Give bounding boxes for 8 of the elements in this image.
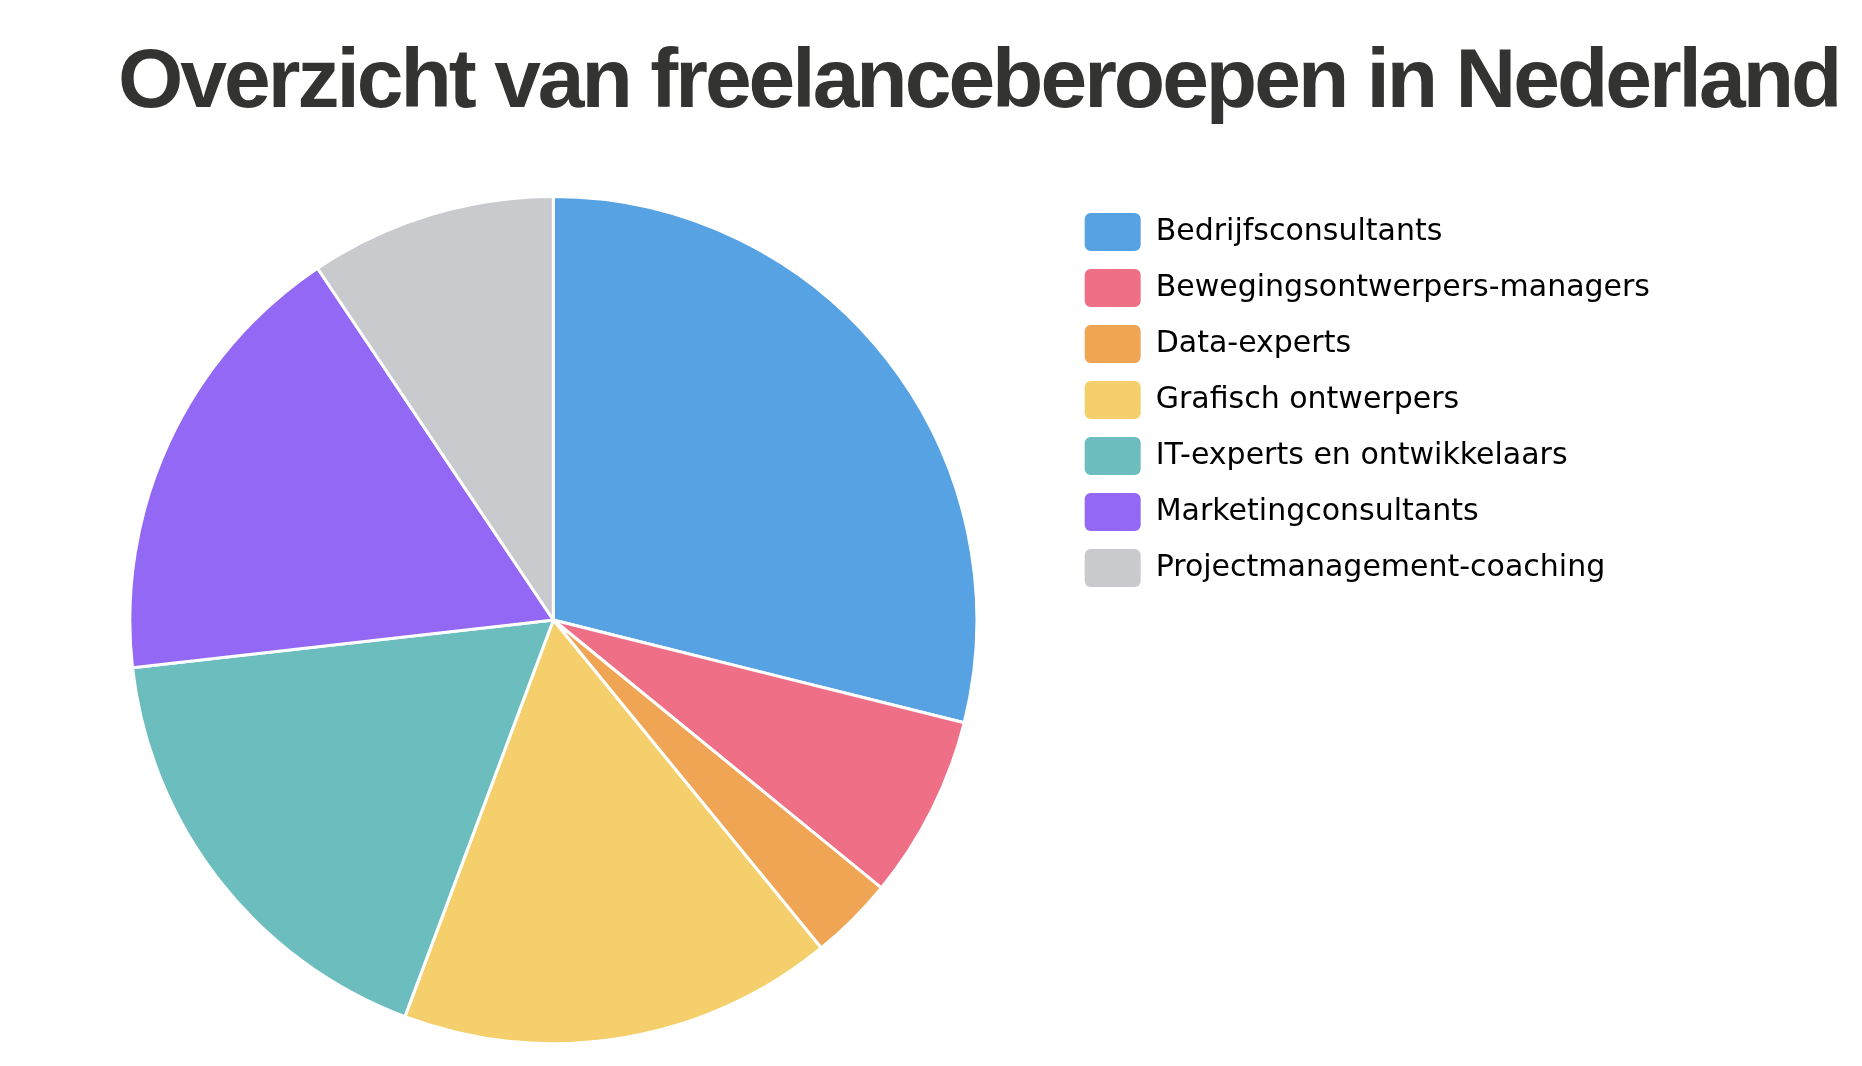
legend-label: Bewegingsontwerpers-managers [1155, 267, 1650, 303]
legend-label: IT-experts en ontwikkelaars [1155, 435, 1568, 471]
chart-title: Overzicht van freelanceberoepen in Nederland [118, 30, 1840, 127]
legend-label: Bedrijfsconsultants [1155, 211, 1443, 247]
legend-label: Grafisch ontwerpers [1155, 379, 1460, 415]
legend-label: Data-experts [1155, 323, 1352, 359]
legend-label: Projectmanagement-coaching [1155, 547, 1606, 583]
legend-label: Marketingconsultants [1155, 491, 1479, 527]
